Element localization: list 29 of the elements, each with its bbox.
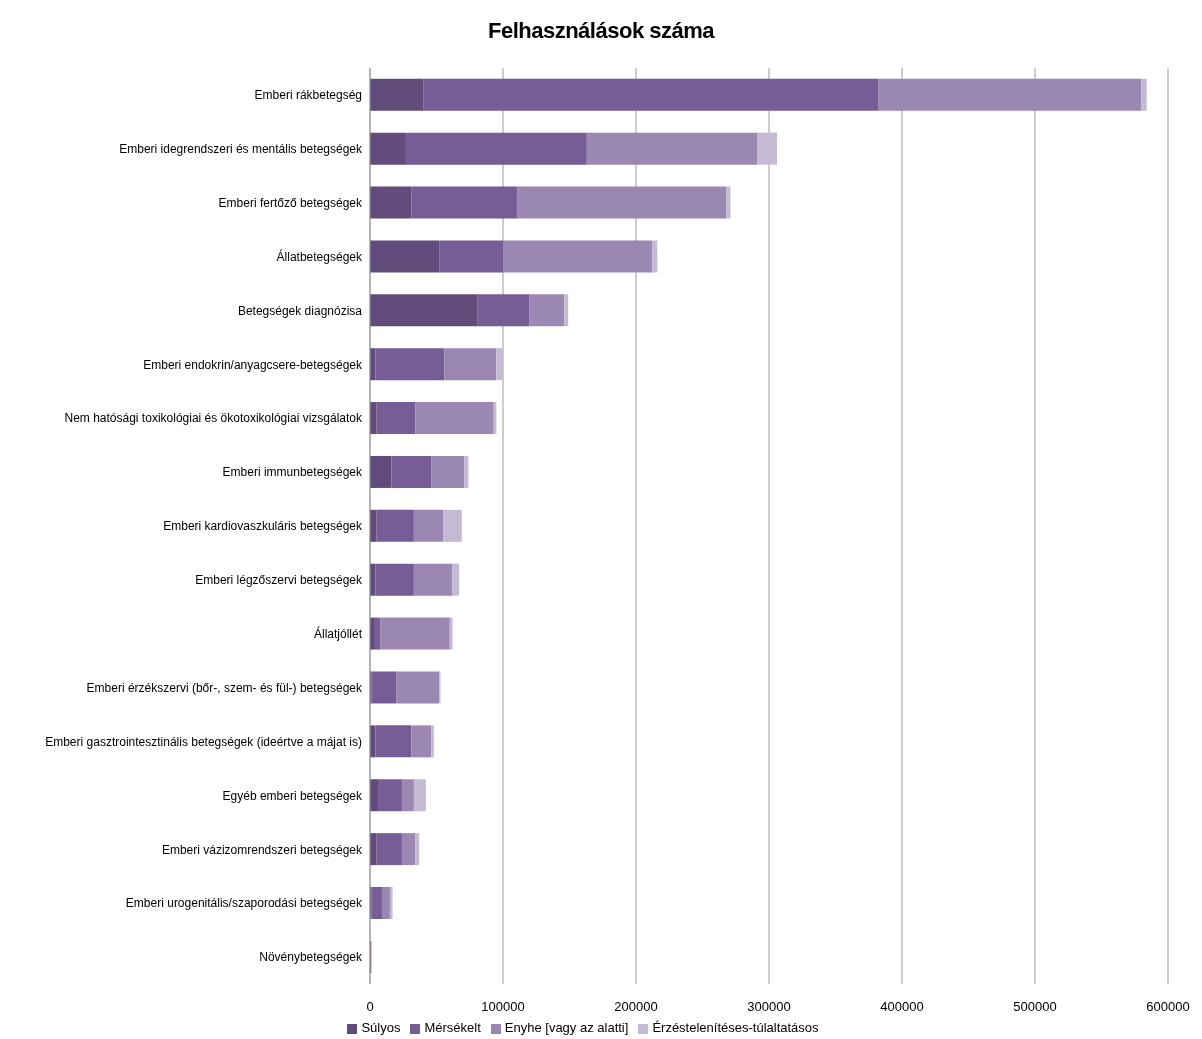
legend-label: Súlyos xyxy=(361,1020,401,1035)
y-tick-label: Emberi érzékszervi (bőr-, szem- és fül-) betegségek xyxy=(86,680,363,695)
y-tick-label: Egyéb emberi betegségek xyxy=(222,788,363,803)
x-tick-label: 400000 xyxy=(880,999,924,1015)
y-tick-label: Növénybetegségek xyxy=(259,950,363,965)
y-tick-label: Emberi endokrin/anyagcsere-betegségek xyxy=(143,357,363,372)
legend-label: Enyhe [vagy az alatti] xyxy=(504,1020,629,1035)
y-tick-label: Állatbetegségek xyxy=(276,248,363,264)
x-tick-label: 500000 xyxy=(1013,999,1057,1015)
y-tick-label: Emberi idegrendszeri és mentális betegségek xyxy=(119,142,363,157)
y-tick-label: Emberi vázizomrendszeri betegségek xyxy=(161,842,363,857)
y-tick-label: Emberi rákbetegség xyxy=(254,88,362,103)
y-tick-label: Állatjóllét xyxy=(313,626,363,642)
chart-title: Felhasználások száma xyxy=(487,17,716,45)
legend-label: Érzéstelenítéses-túlaltatásos xyxy=(652,1020,819,1035)
y-tick-label: Emberi légzőszervi betegségek xyxy=(195,573,363,588)
y-tick-label: Nem hatósági toxikológiai és ökotoxikológiai vizsgálatok xyxy=(64,411,363,426)
y-tick-label: Emberi gasztrointesztinális betegségek (ideértve a májat is) xyxy=(45,734,362,749)
x-tick-label: 0 xyxy=(366,999,374,1015)
x-tick-label: 600000 xyxy=(1146,999,1190,1015)
y-tick-label: Betegségek diagnózisa xyxy=(237,303,363,318)
y-tick-label: Emberi kardiovaszkuláris betegségek xyxy=(163,519,363,534)
x-tick-label: 200000 xyxy=(614,999,658,1015)
x-tick-label: 300000 xyxy=(747,999,791,1015)
y-tick-label: Emberi fertőző betegségek xyxy=(218,195,363,210)
y-tick-label: Emberi immunbetegségek xyxy=(222,465,363,480)
y-tick-label: Emberi urogenitális/szaporodási betegségek xyxy=(125,896,363,911)
x-tick-label: 100000 xyxy=(481,999,525,1015)
legend-label: Mérsékelt xyxy=(424,1020,481,1035)
